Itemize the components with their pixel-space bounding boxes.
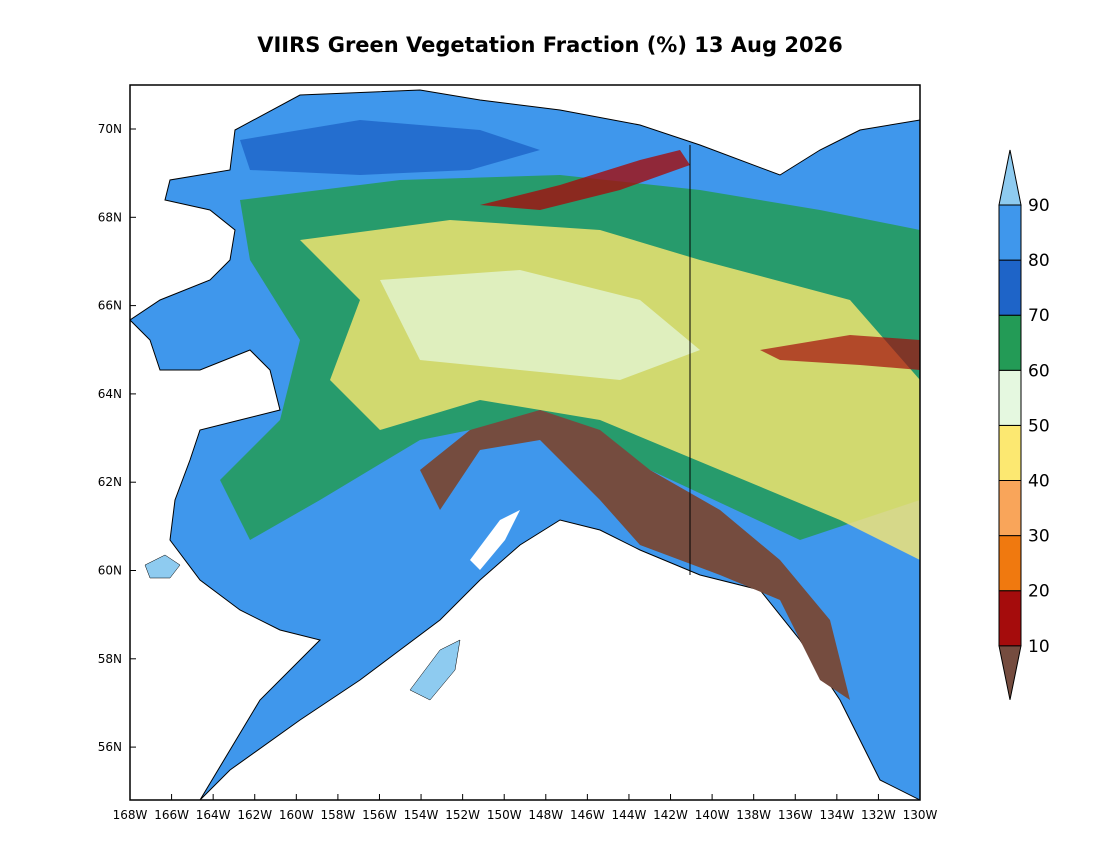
map-area <box>129 84 921 801</box>
lon-label: 168W <box>113 808 148 822</box>
lon-label: 148W <box>528 808 563 822</box>
yukon-range <box>760 335 920 370</box>
colorbar-label: 80 <box>1028 251 1050 271</box>
lat-label: 70N <box>98 122 122 136</box>
axes: 168W 166W 164W 162W 160W 158W 156W 154W 152W 150W… <box>98 122 938 822</box>
lon-label: 138W <box>736 808 771 822</box>
lat-label: 62N <box>98 475 122 489</box>
lon-label: 154W <box>404 808 439 822</box>
colorbar-extend-low <box>998 645 1022 700</box>
lon-label: 166W <box>154 808 189 822</box>
lon-label: 134W <box>819 808 854 822</box>
colorbar-label: 50 <box>1028 416 1050 436</box>
lat-label: 58N <box>98 652 122 666</box>
colorbar-box <box>998 480 1022 537</box>
brooks-range <box>480 150 690 210</box>
colorbar-label: 20 <box>1028 582 1050 602</box>
colorbar-box <box>998 535 1022 592</box>
colorbar-box <box>998 259 1022 316</box>
colorbar-label: 30 <box>1028 527 1050 547</box>
colorbar-box <box>998 369 1022 426</box>
lon-label: 162W <box>237 808 272 822</box>
colorbar: 10 20 30 40 50 60 70 80 90 <box>998 149 1050 700</box>
lat-label: 66N <box>98 299 122 313</box>
colorbar-label: 10 <box>1028 637 1050 657</box>
alaska-range <box>420 410 850 700</box>
lon-label: 132W <box>861 808 896 822</box>
colorbar-label: 60 <box>1028 361 1050 381</box>
colorbar-extend-high <box>998 149 1022 206</box>
cook-inlet <box>470 510 520 570</box>
colorbar-label: 70 <box>1028 306 1050 326</box>
lat-label: 64N <box>98 387 122 401</box>
interior-light <box>380 270 700 380</box>
kodiak <box>409 639 461 701</box>
colorbar-box <box>998 590 1022 647</box>
nunivak <box>144 554 181 579</box>
lon-label: 156W <box>362 808 397 822</box>
colorbar-box <box>998 204 1022 261</box>
lon-label: 144W <box>612 808 647 822</box>
lat-label: 68N <box>98 210 122 224</box>
north-slope <box>240 120 540 175</box>
lat-label: 60N <box>98 564 122 578</box>
lon-label: 140W <box>695 808 730 822</box>
colorbar-box <box>998 424 1022 481</box>
lon-label: 152W <box>445 808 480 822</box>
colorbar-label: 90 <box>1028 196 1050 216</box>
lon-label: 142W <box>653 808 688 822</box>
lon-label: 146W <box>570 808 605 822</box>
lon-label: 130W <box>903 808 938 822</box>
colorbar-box <box>998 314 1022 371</box>
map-frame <box>129 84 921 801</box>
lat-label: 56N <box>98 740 122 754</box>
lon-label: 150W <box>487 808 522 822</box>
colorbar-label: 40 <box>1028 472 1050 492</box>
lon-label: 136W <box>778 808 813 822</box>
title: VIIRS Green Vegetation Fraction (%) 13 A… <box>257 33 843 57</box>
lon-label: 164W <box>196 808 231 822</box>
lon-label: 158W <box>321 808 356 822</box>
lon-label: 160W <box>279 808 314 822</box>
